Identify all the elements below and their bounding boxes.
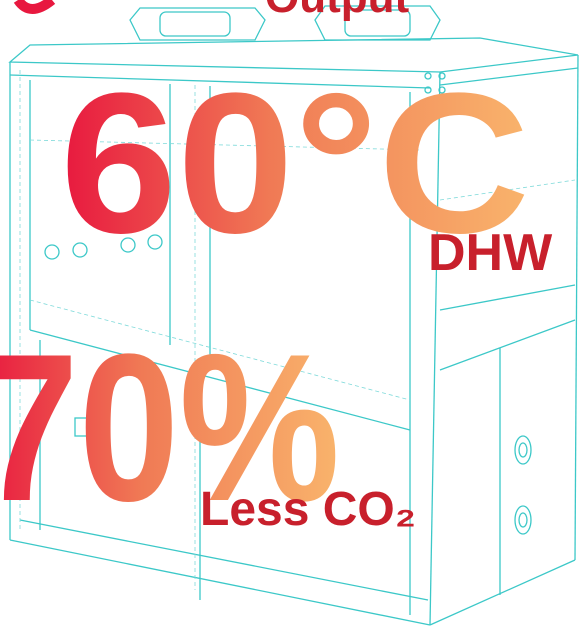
stat-value: 70% — [0, 310, 340, 545]
stat-label: Less CO₂ — [200, 483, 416, 536]
unit-drawing — [8, 5, 579, 626]
stat-value: 60°C — [60, 52, 530, 275]
unit-hidden-lines — [19, 70, 576, 590]
cropped-icon — [13, 0, 56, 14]
header-title: Output — [265, 0, 410, 22]
stat-label: DHW — [428, 224, 553, 282]
